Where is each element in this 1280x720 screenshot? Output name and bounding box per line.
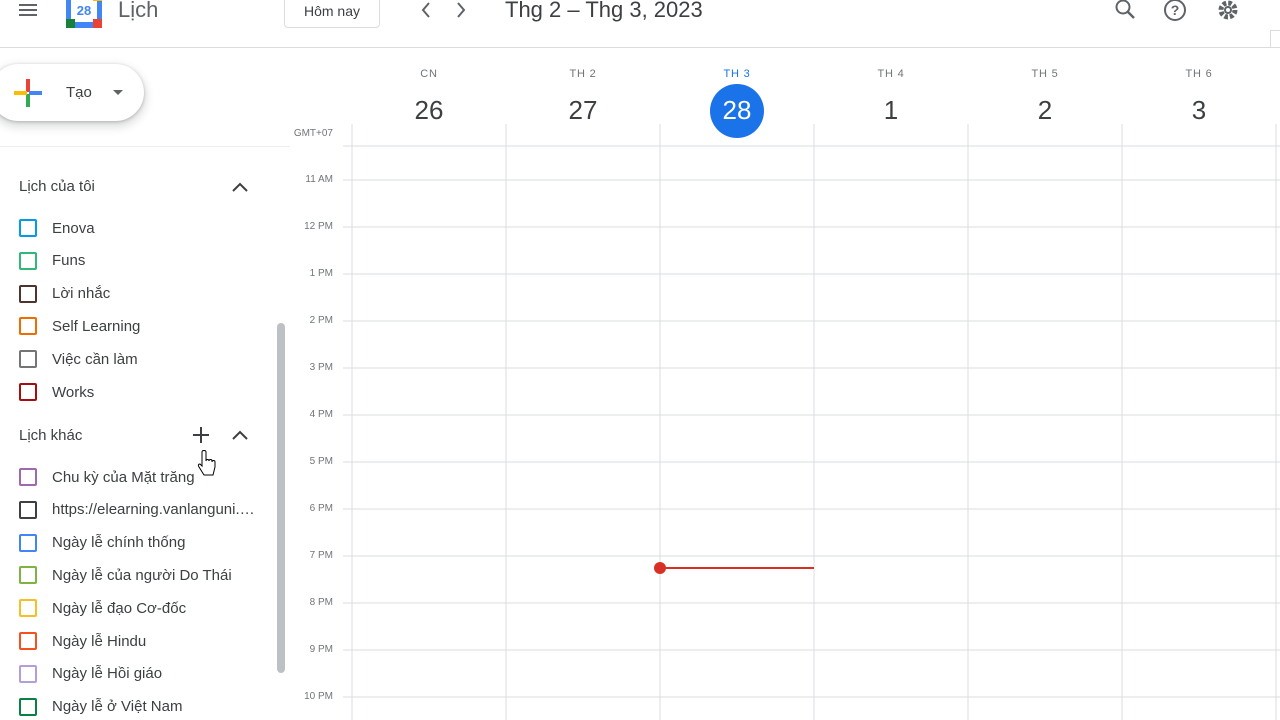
hour-label: 6 PM	[309, 503, 333, 514]
day-number[interactable]: 1	[883, 95, 899, 125]
calendar-item[interactable]: Ngày lễ chính thống	[19, 533, 185, 553]
day-number[interactable]: 2	[1037, 95, 1053, 125]
hour-label: 12 PM	[304, 221, 333, 232]
weekday: TH 5	[1031, 68, 1059, 80]
hour-label: 10 PM	[304, 691, 333, 702]
scrollbar[interactable]	[277, 323, 285, 673]
checkbox[interactable]	[19, 632, 37, 650]
hour-label: 7 PM	[309, 550, 333, 561]
hour-label: 5 PM	[309, 456, 333, 467]
weekday: TH 2	[569, 68, 597, 80]
date-range: Thg 2 – Thg 3, 2023	[505, 0, 703, 22]
hour-label: 8 PM	[309, 597, 333, 608]
checkbox[interactable]	[19, 251, 37, 270]
calendar-item[interactable]: Self Learning	[19, 316, 140, 336]
weekday: TH 6	[1185, 68, 1213, 80]
checkbox[interactable]	[19, 468, 37, 486]
day-number[interactable]: 3	[1191, 95, 1207, 125]
sidebar-divider	[0, 146, 290, 147]
hour-label: 11 AM	[305, 174, 333, 185]
calendar-item[interactable]: Ngày lễ ở Việt Nam	[19, 697, 182, 717]
today-highlight	[710, 84, 764, 138]
hour-label: 2 PM	[309, 315, 333, 326]
calendar-item[interactable]: Lời nhắc	[19, 284, 110, 304]
checkbox[interactable]	[19, 317, 37, 336]
checkbox[interactable]	[19, 500, 37, 519]
create-label: Tạo	[66, 84, 92, 101]
svg-text:?: ?	[1171, 2, 1180, 18]
create-plus	[14, 79, 42, 107]
today-button[interactable]: Hôm nay	[284, 0, 380, 28]
checkbox[interactable]	[19, 350, 37, 369]
calendar-item[interactable]: Ngày lễ Hồi giáo	[19, 664, 162, 684]
timezone: GMT+07	[293, 128, 333, 139]
weekday: TH 4	[877, 68, 905, 80]
calendar-item[interactable]: Enova	[19, 218, 95, 238]
calendar-item[interactable]: Ngày lễ đạo Cơ-đốc	[19, 598, 186, 618]
checkbox[interactable]	[19, 284, 37, 303]
checkbox[interactable]	[19, 219, 37, 237]
hour-label: 1 PM	[309, 268, 333, 279]
checkbox[interactable]	[19, 566, 37, 585]
collapse-toggle[interactable]	[231, 428, 249, 442]
logo-date: 28	[77, 3, 91, 18]
checkbox[interactable]	[19, 533, 37, 552]
calendar-item[interactable]: Works	[19, 382, 94, 402]
calendar-item[interactable]: Ngày lễ Hindu	[19, 631, 146, 651]
calendar-item[interactable]: Ngày lễ của người Do Thái	[19, 565, 232, 585]
checkbox[interactable]	[19, 664, 37, 683]
hour-label: 3 PM	[309, 362, 333, 373]
nav-arrows[interactable]	[413, 0, 473, 22]
panel-edge	[1270, 30, 1280, 48]
app-logo: 28	[66, 0, 102, 28]
calendar-item[interactable]: Funs	[19, 251, 85, 271]
top-bar	[0, 0, 1280, 48]
weekday: CN	[420, 68, 438, 80]
collapse-toggle[interactable]	[231, 180, 249, 194]
create-caret	[113, 90, 123, 95]
add-calendar[interactable]	[192, 426, 210, 444]
header-icons[interactable]: ?	[1113, 0, 1243, 22]
current-time-dot	[654, 562, 666, 574]
app-title: Lịch	[118, 0, 159, 22]
my-calendars-title: Lịch của tôi	[19, 178, 95, 195]
day-number[interactable]: 28	[722, 95, 752, 125]
checkbox[interactable]	[19, 383, 37, 401]
hour-label: 4 PM	[309, 409, 333, 420]
menu-button[interactable]	[16, 0, 40, 22]
hour-label: 9 PM	[309, 644, 333, 655]
checkbox[interactable]	[19, 599, 37, 618]
calendar-item[interactable]: Việc cần làm	[19, 349, 138, 369]
checkbox[interactable]	[19, 697, 37, 716]
calendar-item[interactable]: https://elearning.vanlanguni.edu.vn	[19, 500, 256, 520]
cursor	[197, 450, 216, 476]
calendar-item[interactable]: Chu kỳ của Mặt trăng	[19, 467, 195, 487]
other-calendars-title: Lịch khác	[19, 427, 83, 444]
weekday: TH 3	[723, 68, 751, 80]
day-number[interactable]: 26	[414, 95, 444, 125]
day-number[interactable]: 27	[568, 95, 598, 125]
